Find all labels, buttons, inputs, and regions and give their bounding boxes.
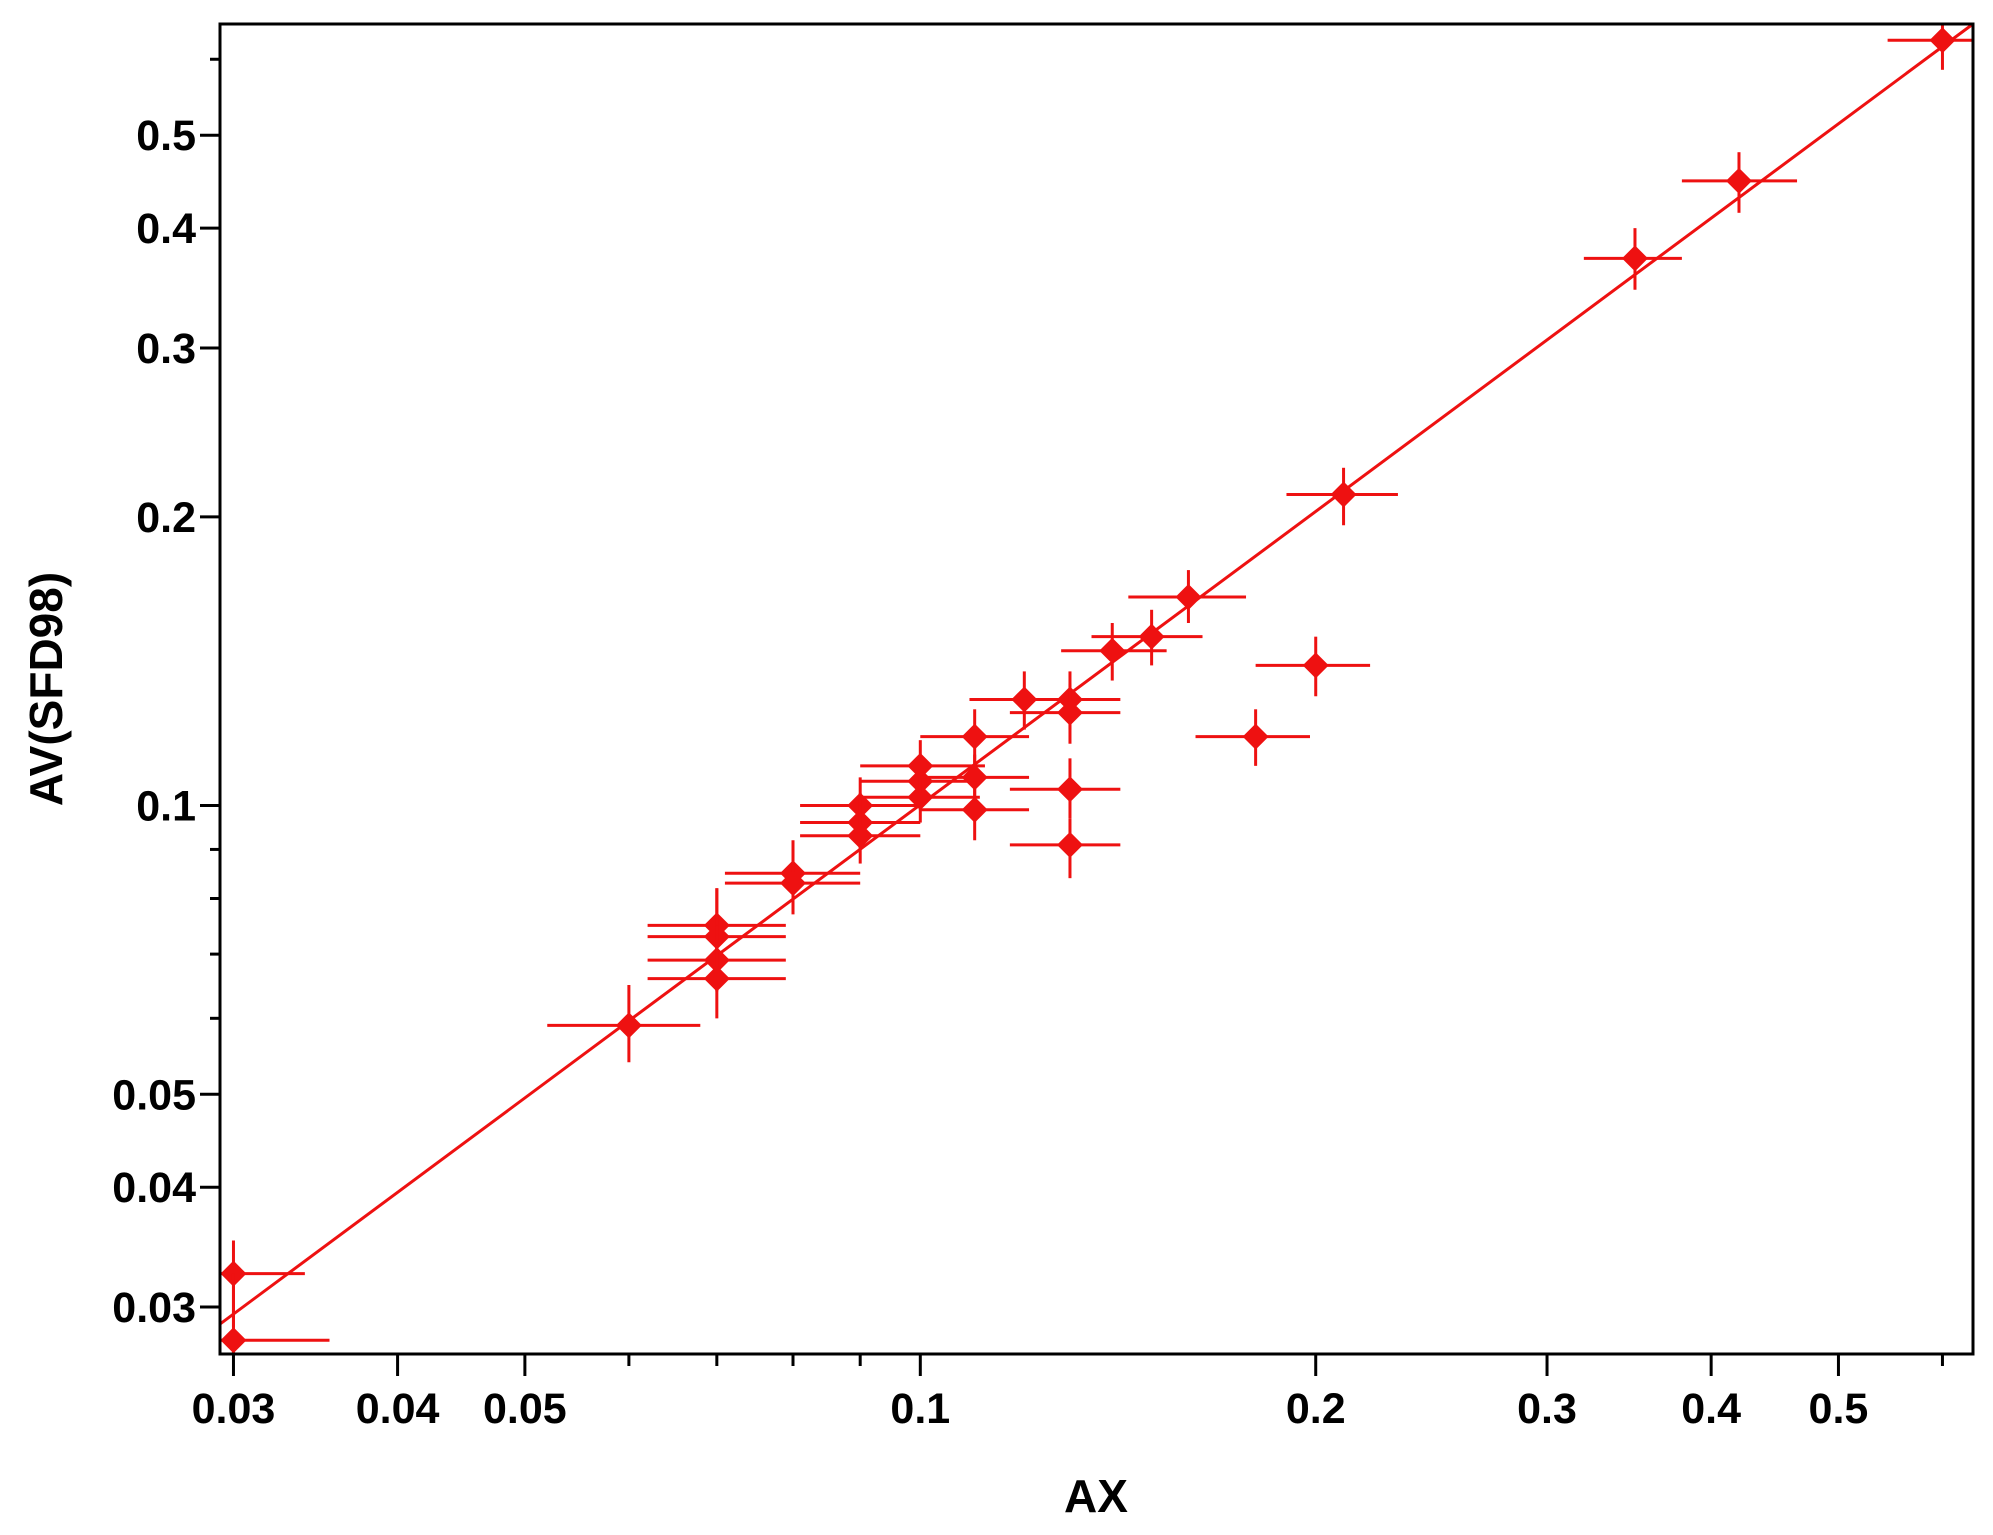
point-marker [615, 1012, 642, 1039]
point-marker [907, 784, 934, 811]
point-marker [1621, 245, 1648, 272]
data-point [1061, 623, 1167, 681]
point-marker [220, 1327, 247, 1354]
data-point [220, 1273, 330, 1354]
y-tick-label: 0.04 [112, 1164, 196, 1212]
x-tick-label: 0.2 [1286, 1385, 1346, 1433]
y-tick-label: 0.4 [136, 205, 196, 253]
data-point [1681, 152, 1798, 213]
y-axis-label: AV(SFD98) [20, 572, 72, 806]
point-marker [1929, 27, 1956, 54]
data-point [547, 984, 701, 1063]
x-tick-label: 0.03 [192, 1385, 276, 1433]
data-point [647, 942, 786, 1019]
data-points-layer [220, 24, 1973, 1354]
x-tick-label: 0.5 [1809, 1385, 1869, 1433]
point-marker [847, 822, 874, 849]
point-marker [907, 752, 934, 779]
y-tick-label: 0.3 [136, 325, 196, 373]
data-point [1195, 709, 1310, 766]
fit-line [219, 22, 1974, 1326]
point-marker [703, 965, 730, 992]
point-marker [1302, 652, 1329, 679]
data-point [1009, 683, 1121, 744]
axes-layer: 0.03 0.04 0.05 0.1 0.2 0.3 0.4 0.5 0.03 0.04 0.05 0… [112, 57, 1944, 1433]
point-marker [1330, 481, 1357, 508]
data-point [1009, 758, 1121, 819]
y-tick-label: 0.05 [112, 1071, 196, 1119]
point-marker [1099, 637, 1126, 664]
x-tick-label: 0.05 [483, 1385, 567, 1433]
data-point [1091, 609, 1203, 666]
point-marker [1242, 723, 1269, 750]
data-point [800, 805, 921, 864]
point-marker [780, 870, 807, 897]
point-marker [1056, 831, 1083, 858]
x-tick-label: 0.4 [1681, 1385, 1741, 1433]
point-marker [1725, 167, 1752, 194]
data-point [920, 754, 1030, 806]
y-tick-label: 0.03 [112, 1284, 196, 1332]
data-point [1009, 818, 1121, 879]
data-point [1255, 636, 1371, 697]
x-tick-label: 0.04 [356, 1385, 440, 1433]
point-marker [961, 764, 988, 791]
data-point [1286, 467, 1398, 526]
plot-frame [218, 22, 1975, 1356]
y-tick-label: 0.1 [136, 783, 196, 831]
fit-line-layer [219, 22, 1974, 1326]
point-marker [961, 723, 988, 750]
data-point [724, 849, 861, 915]
point-marker [1138, 623, 1165, 650]
x-tick-label: 0.1 [890, 1385, 950, 1433]
y-tick-label: 0.5 [136, 112, 196, 160]
data-point [920, 781, 1030, 841]
data-point [1128, 570, 1247, 624]
point-marker [961, 796, 988, 823]
data-point [860, 740, 985, 794]
x-axis-label: AX [1064, 1470, 1128, 1522]
data-point [1583, 228, 1682, 290]
point-marker [1175, 583, 1202, 610]
data-point [1887, 24, 1973, 70]
y-tick-label: 0.2 [136, 494, 196, 542]
point-marker [1056, 776, 1083, 803]
x-tick-label: 0.3 [1517, 1385, 1577, 1433]
point-marker [1056, 699, 1083, 726]
data-point [1009, 671, 1121, 730]
